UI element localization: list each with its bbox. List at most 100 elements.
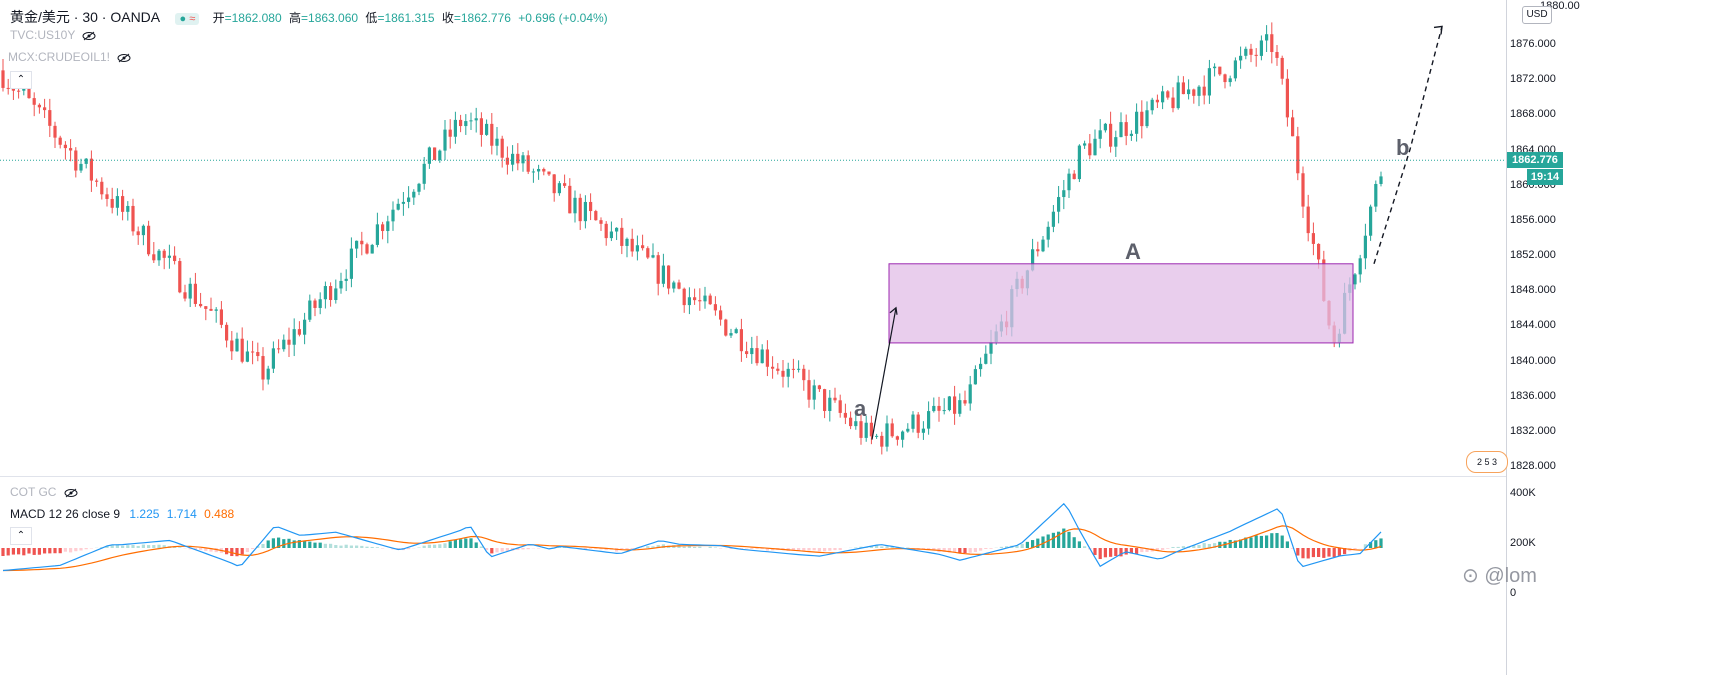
candle-body — [459, 119, 463, 127]
session-badge[interactable]: 2 5 3 — [1466, 451, 1508, 473]
macd-histogram-bar — [1327, 548, 1331, 557]
candle-body — [1114, 137, 1118, 147]
macd-tick-200k: 200K — [1510, 537, 1536, 549]
candle-body — [1067, 173, 1071, 191]
macd-histogram-bar — [791, 548, 795, 551]
candle-body — [219, 309, 223, 325]
macd-histogram-bar — [875, 545, 879, 548]
macd-histogram-bar — [282, 539, 286, 548]
macd-histogram-bar — [625, 548, 629, 550]
pane-divider[interactable] — [0, 476, 1506, 477]
candle-body — [838, 400, 842, 413]
candle-body — [745, 351, 749, 355]
candle-body — [1197, 86, 1201, 96]
candle-body — [121, 196, 125, 212]
candle-body — [1145, 110, 1149, 127]
compare-us10y-label: TVC:US10Y — [10, 28, 76, 42]
macd-histogram-bar — [173, 546, 177, 548]
macd-histogram-bar — [1161, 548, 1165, 550]
candle-body — [677, 282, 681, 289]
macd-histogram-bar — [1332, 548, 1336, 558]
candle-body — [11, 88, 15, 91]
candle-body — [791, 368, 795, 370]
collapse-indicator-button[interactable]: ⌃ — [10, 527, 32, 545]
candle-body — [505, 157, 509, 165]
macd-histogram-bar — [318, 542, 322, 548]
candle-body — [1275, 52, 1279, 58]
label-b: b — [1396, 135, 1410, 160]
candle-body — [552, 174, 556, 194]
macd-histogram-bar — [1129, 548, 1133, 554]
candle-body — [667, 265, 671, 289]
close-label: 收 — [441, 11, 454, 25]
candle-body — [292, 329, 296, 345]
macd-histogram-bar — [43, 548, 47, 554]
macd-histogram-bar — [58, 548, 62, 554]
candle-body — [225, 324, 229, 341]
candle-body — [355, 240, 359, 249]
candle-body — [1291, 117, 1295, 137]
candle-body — [1098, 130, 1102, 139]
macd-histogram-bar — [11, 548, 15, 555]
macd-histogram-bar — [360, 545, 364, 548]
candle-body — [1374, 183, 1378, 207]
macd-legend[interactable]: MACD 12 26 close 9 1.225 1.714 0.488 — [10, 507, 234, 521]
macd-histogram-bar — [921, 548, 925, 550]
candle-body — [245, 351, 249, 362]
candle-body — [433, 147, 437, 160]
market-status-icon[interactable]: ● ≈ — [175, 13, 200, 25]
candle-body — [781, 370, 785, 377]
hidden-eye-icon[interactable] — [82, 31, 96, 41]
macd-histogram-bar — [1322, 548, 1326, 558]
macd-histogram-bar — [17, 548, 21, 555]
compare-crudeoil[interactable]: MCX:CRUDEOIL1! — [8, 50, 131, 64]
candle-body — [1135, 111, 1139, 134]
candle-body — [84, 158, 88, 164]
candle-body — [1031, 249, 1035, 271]
macd-histogram-bar — [760, 548, 764, 550]
candle-body — [43, 107, 47, 111]
macd-histogram-bar — [27, 548, 31, 554]
hidden-eye-icon[interactable] — [117, 53, 131, 63]
high-value: =1863.060 — [301, 11, 359, 25]
candle-body — [963, 400, 967, 404]
macd-histogram-bar — [1176, 546, 1180, 548]
price-chart[interactable] — [0, 0, 1506, 476]
change-value: +0.696 (+0.04%) — [518, 11, 608, 25]
candle-body — [438, 150, 442, 160]
symbol-title[interactable]: 黄金/美元 · 30 · OANDA — [10, 9, 161, 25]
macd-legend-label: MACD 12 26 close 9 — [10, 507, 121, 521]
candle-body — [947, 396, 951, 411]
macd-histogram-bar — [516, 548, 520, 551]
macd-histogram-bar — [469, 538, 473, 548]
macd-histogram-bar — [126, 545, 130, 548]
candle-body — [1363, 235, 1367, 259]
macd-histogram-bar — [69, 548, 73, 553]
cot-legend[interactable]: COT GC — [10, 485, 78, 499]
price-tick: 1832.000 — [1510, 424, 1556, 437]
macd-histogram-bar — [1119, 548, 1123, 557]
candle-body — [984, 353, 988, 364]
macd-histogram-bar — [838, 548, 842, 550]
candle-body — [27, 89, 31, 99]
macd-chart[interactable] — [0, 477, 1506, 675]
candle-body — [927, 411, 931, 429]
macd-histogram-bar — [505, 548, 509, 552]
hidden-eye-icon[interactable] — [64, 488, 78, 498]
macd-histogram-bar — [6, 548, 10, 556]
signal-value: 1.714 — [166, 507, 197, 521]
macd-histogram-bar — [812, 548, 816, 551]
macd-histogram-bar — [963, 548, 967, 554]
candle-body — [958, 400, 962, 414]
compare-us10y[interactable]: TVC:US10Y — [10, 28, 96, 42]
candle-body — [199, 303, 203, 307]
candle-body — [381, 224, 385, 232]
candle-body — [1311, 233, 1315, 244]
macd-histogram-bar — [698, 546, 702, 548]
currency-button[interactable]: USD — [1522, 6, 1552, 24]
candle-body — [105, 194, 109, 199]
candle-body — [895, 436, 899, 440]
collapse-legend-button[interactable]: ⌃ — [10, 71, 32, 89]
candle-body — [651, 255, 655, 258]
candle-body — [1072, 173, 1076, 180]
